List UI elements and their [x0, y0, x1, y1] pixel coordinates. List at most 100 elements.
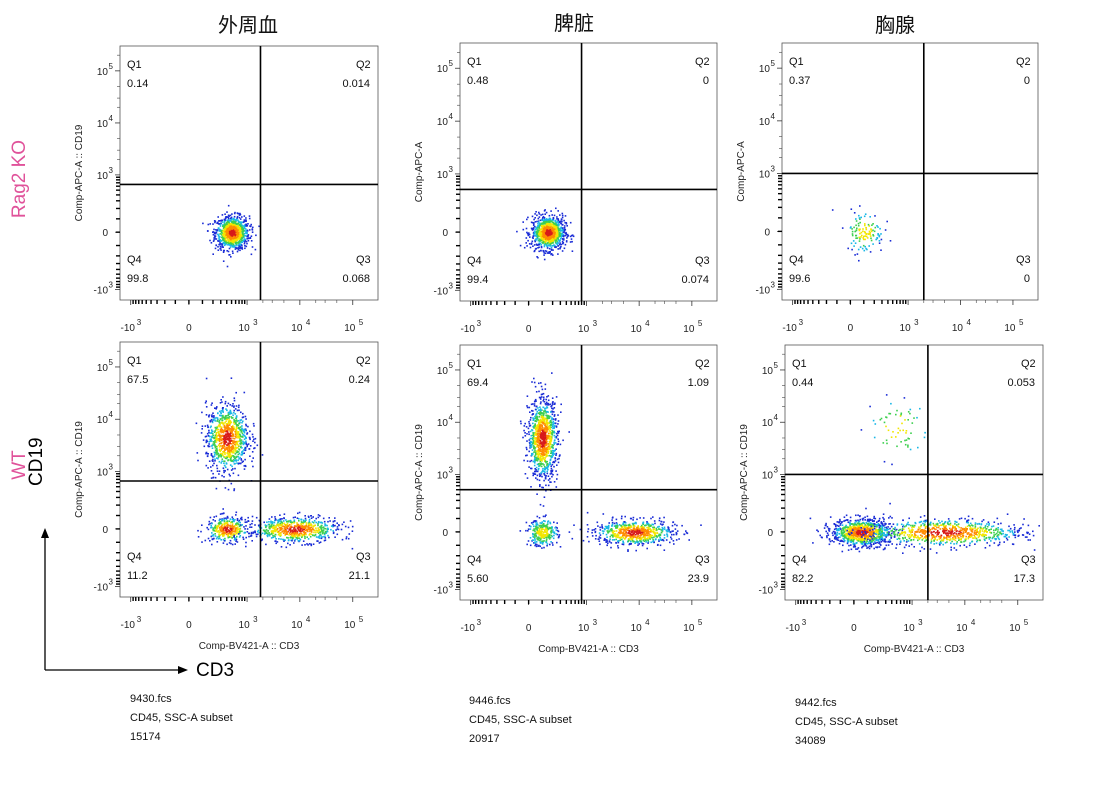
event-dot	[246, 230, 249, 232]
event-dot	[214, 418, 216, 420]
event-dot	[535, 247, 537, 250]
event-dot	[224, 415, 227, 418]
event-dot	[230, 447, 232, 450]
event-dot	[239, 530, 242, 533]
event-dot	[538, 435, 540, 438]
event-dot	[545, 220, 547, 223]
event-dot	[218, 419, 221, 422]
event-dot	[523, 459, 525, 462]
event-dot	[235, 524, 238, 527]
event-dot	[324, 535, 326, 538]
event-dot	[551, 402, 554, 405]
event-dot	[547, 428, 549, 431]
event-dot	[320, 524, 323, 527]
event-dot	[249, 526, 251, 528]
event-dot	[557, 440, 560, 443]
event-dot	[546, 472, 549, 475]
event-dot	[534, 462, 536, 464]
event-dot	[280, 527, 282, 529]
event-dot	[539, 418, 542, 421]
event-dot	[219, 239, 221, 241]
event-dot	[235, 218, 238, 220]
event-dot	[227, 227, 230, 229]
event-dot	[212, 464, 214, 467]
event-dot	[546, 219, 549, 222]
event-dot	[237, 451, 240, 453]
event-dot	[231, 516, 234, 518]
event-dot	[291, 537, 293, 539]
event-dot	[237, 526, 239, 529]
event-dot	[238, 409, 240, 412]
event-dot	[549, 463, 552, 465]
event-dot	[231, 235, 233, 237]
event-dot	[216, 530, 218, 533]
event-dot	[225, 430, 227, 432]
event-dot	[236, 223, 239, 225]
event-dot	[214, 430, 216, 432]
event-dot	[215, 229, 217, 231]
event-dot	[283, 523, 286, 526]
event-dot	[532, 432, 534, 434]
event-dot	[541, 426, 543, 428]
event-dot	[270, 525, 272, 527]
event-dot	[296, 537, 299, 539]
event-dot	[548, 247, 551, 250]
event-dot	[305, 519, 307, 521]
event-dot	[220, 426, 223, 428]
event-dot	[241, 216, 243, 218]
event-dot	[321, 530, 323, 532]
event-dot	[216, 529, 218, 531]
event-dot	[565, 233, 568, 236]
quadrant-name-q3: Q3	[1016, 254, 1031, 266]
event-dot	[559, 232, 562, 235]
event-dot	[244, 531, 246, 534]
event-dot	[227, 459, 229, 462]
event-dot	[545, 422, 547, 425]
event-dot	[224, 213, 226, 215]
event-dot	[232, 252, 234, 254]
event-dot	[220, 539, 222, 541]
event-dot	[547, 230, 550, 232]
event-dot	[218, 448, 221, 451]
y-tick-label: 0	[442, 228, 448, 239]
event-dot	[204, 539, 207, 542]
event-dot	[234, 218, 236, 221]
event-dot	[538, 479, 541, 482]
x-tick-exponent: 4	[645, 319, 650, 328]
event-dot	[210, 425, 212, 428]
event-dot	[543, 470, 546, 473]
event-dot	[542, 443, 544, 445]
event-dot	[538, 390, 540, 393]
event-dot	[308, 527, 311, 530]
event-dot	[221, 448, 223, 450]
event-dot	[532, 417, 534, 419]
event-dot	[540, 437, 543, 440]
event-dot	[555, 426, 558, 428]
event-dot	[547, 468, 549, 471]
event-dot	[307, 538, 310, 540]
event-dot	[226, 437, 228, 439]
event-dot	[556, 243, 559, 246]
event-dot	[209, 540, 211, 542]
event-dot	[556, 473, 559, 476]
event-dot	[221, 445, 224, 448]
event-dot	[336, 526, 339, 528]
event-dot	[526, 218, 528, 221]
event-dot	[539, 463, 542, 466]
event-dot	[235, 231, 237, 234]
event-dot	[222, 410, 224, 412]
event-dot	[268, 521, 270, 523]
event-dot	[552, 244, 555, 247]
event-dot	[219, 228, 221, 231]
event-dot	[319, 541, 322, 543]
event-dot	[317, 536, 320, 539]
event-dot	[855, 237, 857, 239]
event-dot	[280, 534, 282, 536]
event-dot	[556, 432, 558, 435]
y-tick-label: 10	[759, 64, 771, 75]
quadrant-value-q1: 0.48	[467, 75, 488, 87]
event-dot	[308, 520, 311, 523]
event-dot	[558, 229, 560, 231]
event-dot	[225, 521, 227, 524]
event-dot	[230, 225, 232, 227]
